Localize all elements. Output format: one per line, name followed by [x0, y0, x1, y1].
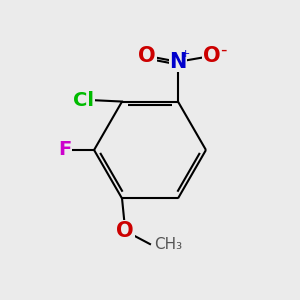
Text: +: + — [181, 49, 190, 58]
Text: F: F — [58, 140, 71, 160]
Text: N: N — [169, 52, 187, 72]
Text: O: O — [203, 46, 220, 66]
Text: Cl: Cl — [73, 91, 94, 110]
Text: -: - — [220, 41, 227, 59]
Text: CH₃: CH₃ — [154, 237, 182, 252]
Text: O: O — [138, 46, 156, 66]
Text: O: O — [116, 221, 134, 241]
